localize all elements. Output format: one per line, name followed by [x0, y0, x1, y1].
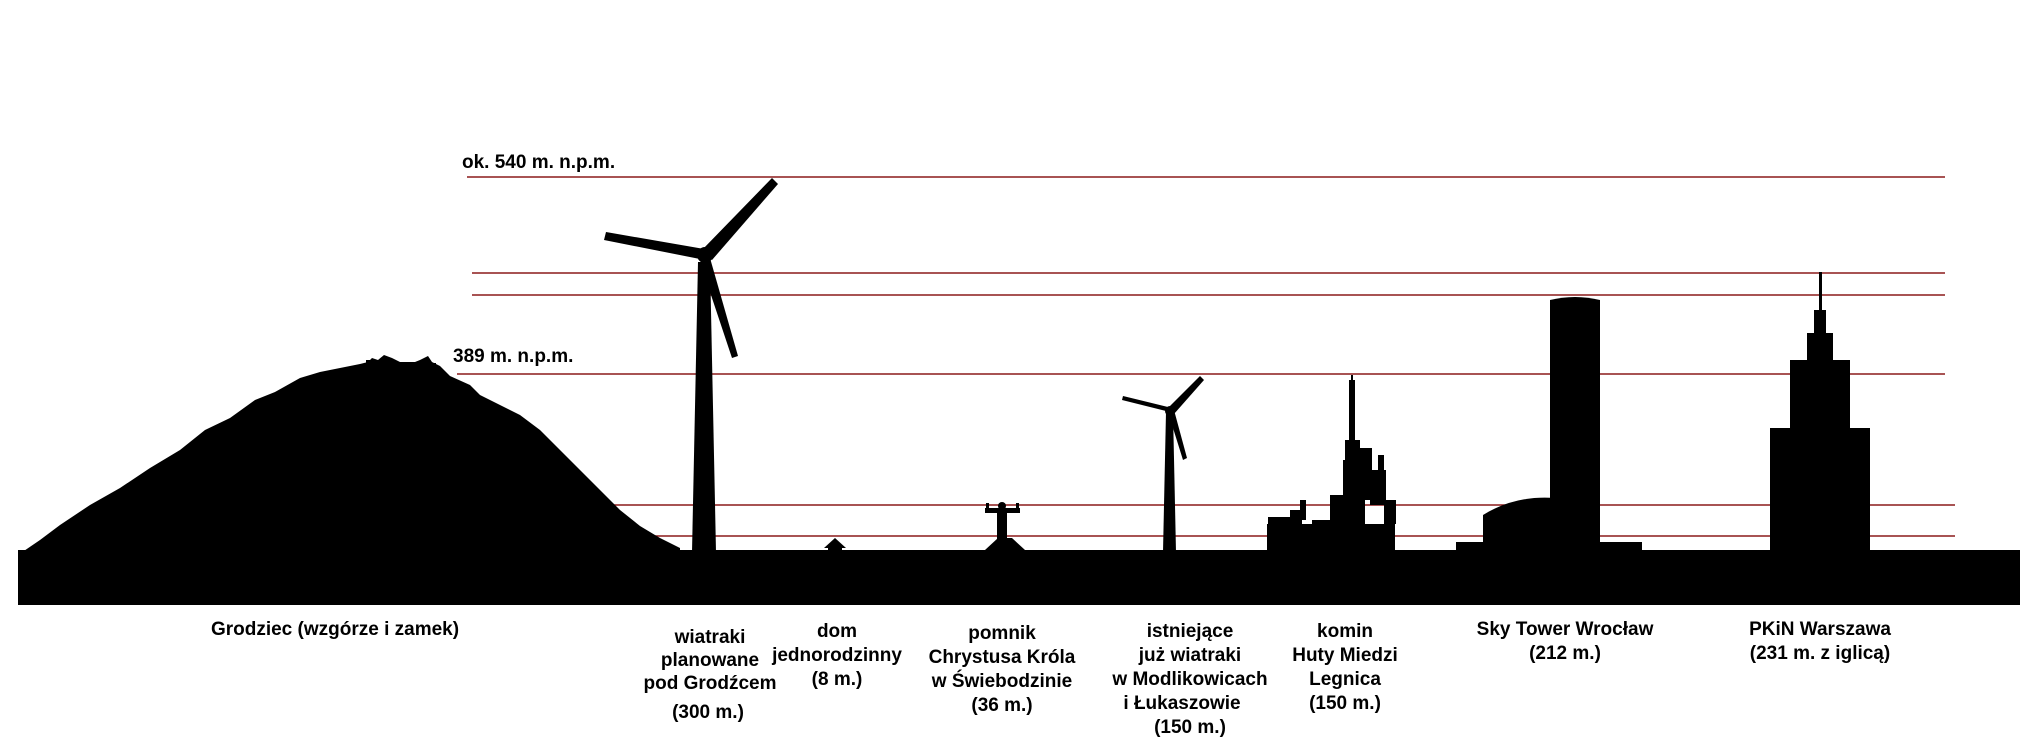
- label-line: już wiatraki: [1138, 645, 1242, 666]
- label-line: dom: [816, 621, 858, 642]
- label-line: i Łukaszowie: [1123, 693, 1241, 714]
- label-line: Grodziec (wzgórze i zamek): [210, 619, 460, 640]
- industrial-chimney-icon: [1267, 375, 1396, 554]
- label-christ-statue: pomnik Chrystusa Króla w Świebodzinie (3…: [912, 622, 1092, 718]
- label-line: pomnik: [968, 623, 1036, 644]
- label-line: Chrystusa Króla: [928, 647, 1076, 668]
- reference-lines: [457, 176, 1955, 537]
- label-line: (36 m.): [971, 695, 1033, 716]
- planned-turbine-icon: [604, 178, 778, 552]
- label-line: wiatraki: [674, 627, 746, 648]
- label-pkin: PKiN Warszawa (231 m. z iglicą): [1720, 618, 1920, 666]
- label-line: (150 m.): [1154, 717, 1226, 738]
- statue-icon: [985, 502, 1025, 550]
- label-line: (231 m. z iglicą): [1749, 643, 1891, 664]
- label-line: PKiN Warszawa: [1749, 619, 1891, 640]
- label-line: istniejące: [1146, 621, 1234, 642]
- label-line: w Modlikowicach: [1112, 669, 1268, 690]
- label-line: (212 m.): [1529, 643, 1601, 664]
- level-label-389: 389 m. n.p.m.: [453, 346, 574, 367]
- label-line: (150 m.): [1309, 693, 1381, 714]
- label-existing-turbines: istniejące już wiatraki w Modlikowicach …: [1100, 620, 1280, 740]
- label-planned-turbines: wiatraki planowane pod Grodźcem (300 m.): [600, 626, 820, 724]
- label-sky-tower: Sky Tower Wrocław (212 m.): [1450, 618, 1680, 666]
- label-grodziec: Grodziec (wzgórze i zamek): [140, 618, 530, 642]
- palace-tower-icon: [1770, 272, 1870, 552]
- label-chimney: komin Huty Miedzi Legnica (150 m.): [1265, 620, 1425, 716]
- label-line: komin: [1317, 621, 1373, 642]
- skyscraper-icon: [1456, 297, 1642, 552]
- hill-with-castle-icon: [18, 355, 680, 560]
- label-line: (8 m.): [811, 669, 863, 690]
- label-house: dom jednorodzinny (8 m.): [752, 620, 922, 692]
- label-line: Sky Tower Wrocław: [1476, 619, 1654, 640]
- label-line: planowane: [660, 650, 760, 671]
- level-label-540: ok. 540 m. n.p.m.: [462, 152, 616, 173]
- label-line: Huty Miedzi: [1292, 645, 1398, 666]
- label-line: (300 m.): [672, 702, 744, 723]
- house-icon: [824, 538, 846, 554]
- label-line: Legnica: [1309, 669, 1381, 690]
- existing-turbine-icon: [1122, 376, 1204, 552]
- label-line: pod Grodźcem: [643, 673, 777, 694]
- label-line: jednorodzinny: [772, 645, 902, 666]
- label-line: w Świebodzinie: [931, 671, 1073, 692]
